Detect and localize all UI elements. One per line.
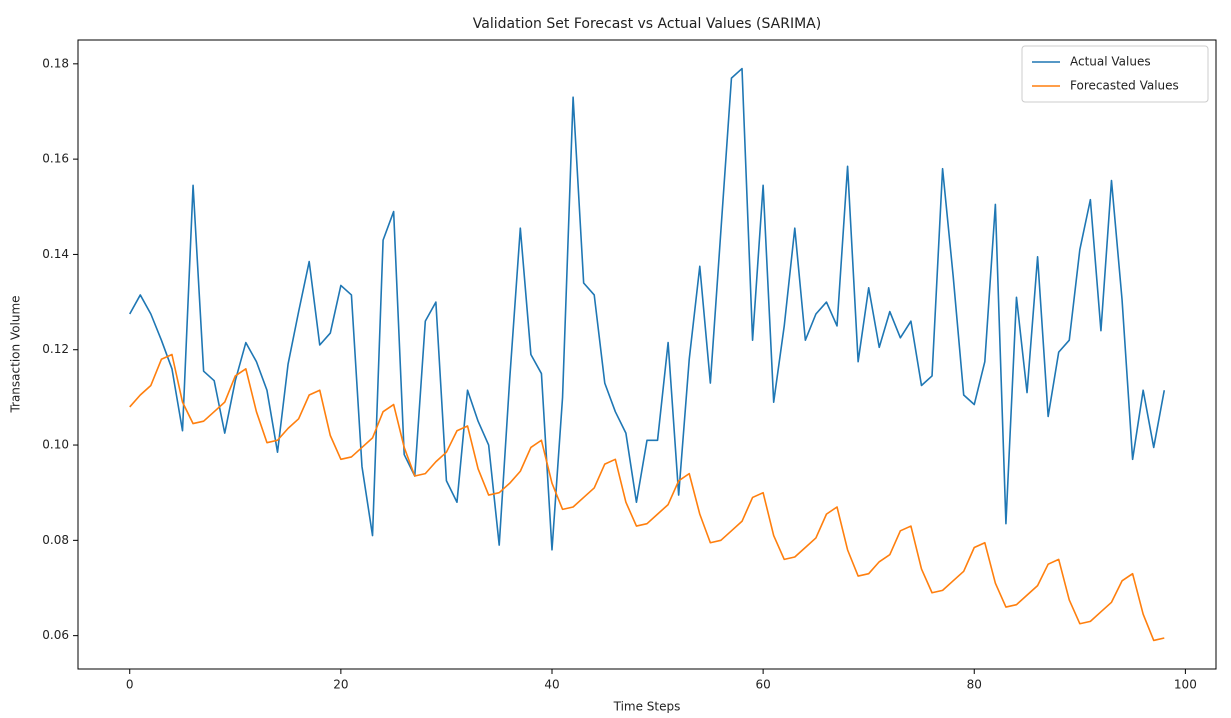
legend-box — [1021, 45, 1209, 103]
y-tick-label: 0.08 — [42, 533, 69, 547]
y-tick-label: 0.12 — [42, 342, 69, 356]
y-tick-label: 0.16 — [42, 152, 69, 166]
x-tick-label: 80 — [967, 678, 982, 692]
y-tick-label: 0.18 — [42, 56, 69, 70]
x-tick-label: 20 — [333, 678, 348, 692]
y-axis-label: Transaction Volume — [9, 295, 23, 413]
x-tick-label: 40 — [544, 678, 559, 692]
chart-title: Validation Set Forecast vs Actual Values… — [473, 16, 821, 32]
series-line — [129, 67, 1166, 551]
y-tick-label: 0.06 — [42, 628, 69, 642]
legend-label: Actual Values — [1070, 55, 1151, 69]
plot-frame — [77, 39, 1217, 670]
x-tick-label: 60 — [755, 678, 770, 692]
legend-label: Forecasted Values — [1070, 79, 1179, 93]
y-tick-label: 0.10 — [42, 438, 69, 452]
x-tick-label: 100 — [1174, 678, 1197, 692]
x-tick-label: 0 — [126, 678, 134, 692]
x-axis-label: Time Steps — [613, 700, 681, 714]
y-tick-label: 0.14 — [42, 247, 69, 261]
series-line — [129, 353, 1165, 642]
